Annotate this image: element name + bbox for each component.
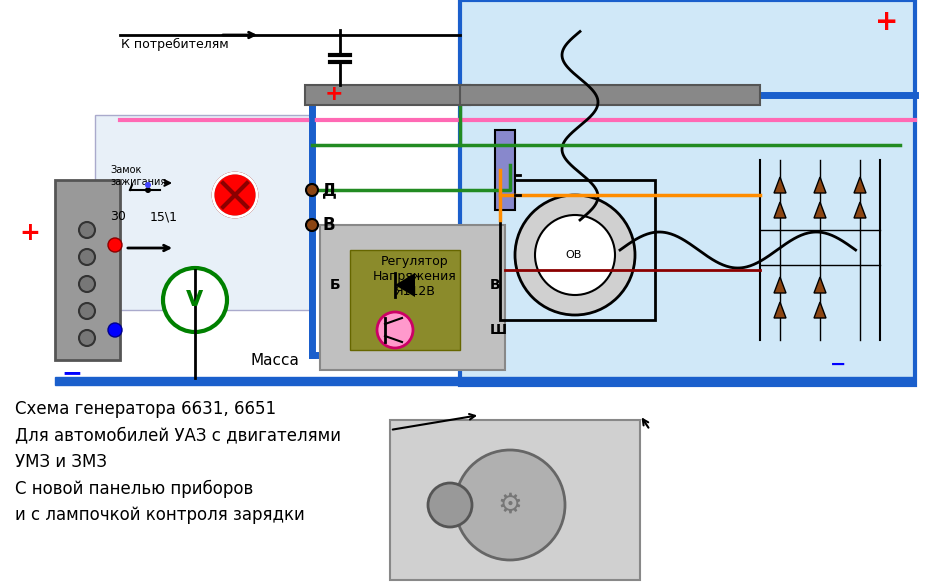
Text: 30: 30 <box>110 210 126 223</box>
Bar <box>55 180 120 360</box>
Polygon shape <box>395 273 415 297</box>
Text: ⚙: ⚙ <box>498 491 523 519</box>
Polygon shape <box>854 202 866 218</box>
Circle shape <box>213 173 257 217</box>
Circle shape <box>108 238 122 252</box>
Bar <box>305 85 470 105</box>
Text: Схема генератора 6631, 6651
Для автомобилей УАЗ с двигателями
УМЗ и ЗМЗ
С новой : Схема генератора 6631, 6651 Для автомоби… <box>15 400 341 524</box>
Polygon shape <box>774 202 786 218</box>
Text: Регулятор
Напряжения
Я112В: Регулятор Напряжения Я112В <box>373 255 457 298</box>
Circle shape <box>428 483 472 527</box>
Polygon shape <box>854 177 866 193</box>
Circle shape <box>79 276 95 292</box>
Circle shape <box>163 268 227 332</box>
Text: Д: Д <box>322 181 337 199</box>
Text: ОВ: ОВ <box>565 250 582 260</box>
Bar <box>495 130 515 210</box>
Polygon shape <box>814 202 826 218</box>
Polygon shape <box>814 302 826 318</box>
Text: 15\1: 15\1 <box>150 210 178 223</box>
Circle shape <box>515 195 635 315</box>
Polygon shape <box>774 302 786 318</box>
Polygon shape <box>774 177 786 193</box>
Bar <box>390 420 640 580</box>
Circle shape <box>79 249 95 265</box>
Polygon shape <box>814 277 826 293</box>
Text: Масса: Масса <box>250 353 299 368</box>
Text: Б: Б <box>330 278 340 292</box>
Circle shape <box>377 312 413 348</box>
Circle shape <box>79 222 95 238</box>
Circle shape <box>145 187 151 193</box>
Bar <box>95 115 310 310</box>
Text: Ш: Ш <box>490 323 507 337</box>
Bar <box>500 180 655 320</box>
Circle shape <box>306 184 318 196</box>
Text: Замок
зажигания: Замок зажигания <box>110 165 166 186</box>
Bar <box>460 0 915 385</box>
Polygon shape <box>814 177 826 193</box>
Text: +: + <box>875 8 898 36</box>
Text: +: + <box>19 221 41 245</box>
Polygon shape <box>774 277 786 293</box>
Circle shape <box>145 182 151 188</box>
Text: −: − <box>830 355 846 374</box>
Text: +: + <box>325 84 343 104</box>
Bar <box>55 377 915 385</box>
Circle shape <box>535 215 615 295</box>
Circle shape <box>455 450 565 560</box>
Text: −: − <box>61 361 82 385</box>
Bar <box>350 250 460 350</box>
Circle shape <box>79 303 95 319</box>
Text: К потребителям: К потребителям <box>121 38 228 51</box>
Bar <box>320 225 505 370</box>
Text: В: В <box>322 216 335 234</box>
Text: V: V <box>186 290 204 310</box>
Bar <box>460 85 760 105</box>
Circle shape <box>79 330 95 346</box>
Circle shape <box>306 219 318 231</box>
Circle shape <box>108 323 122 337</box>
Text: В: В <box>490 278 500 292</box>
